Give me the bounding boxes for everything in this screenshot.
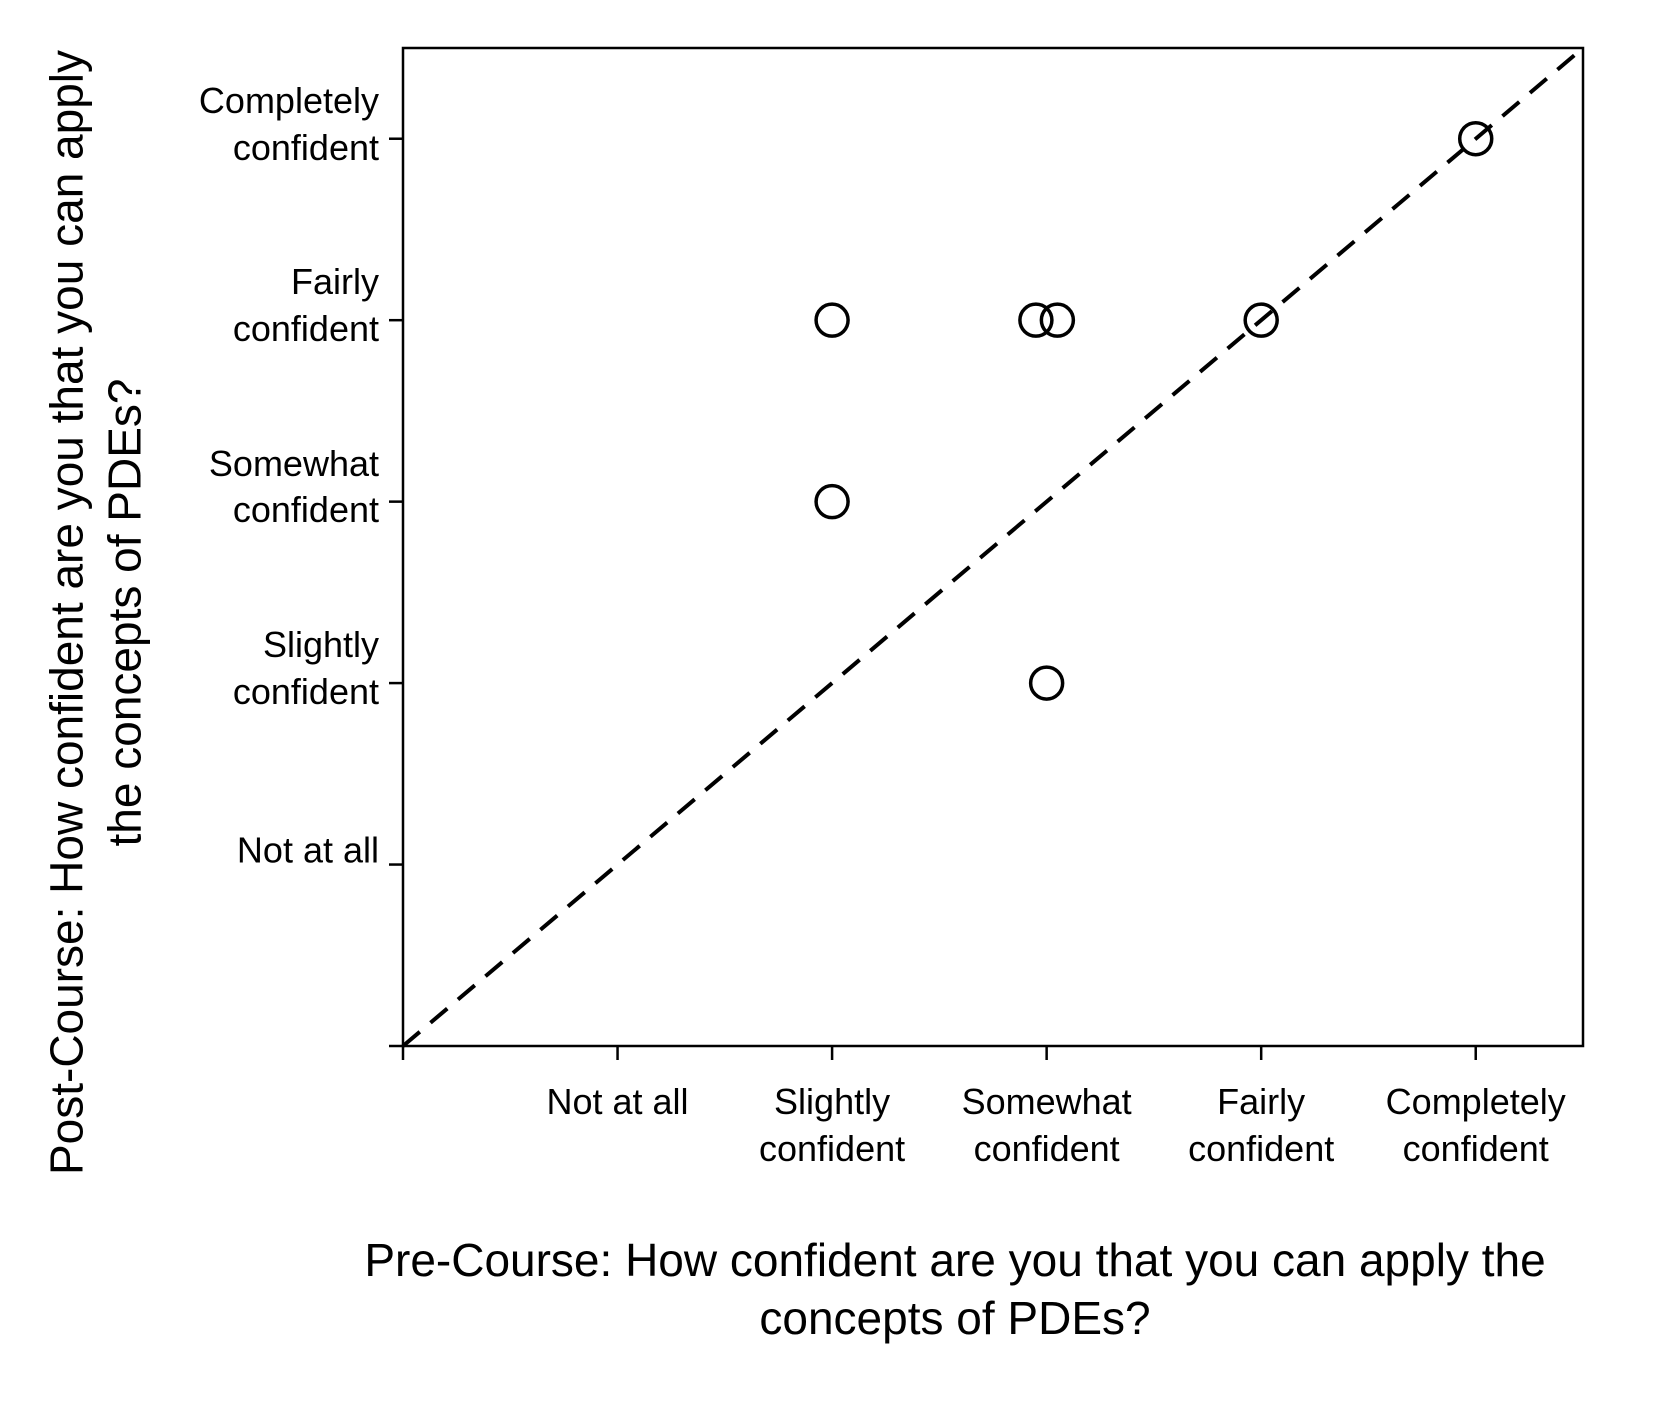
x-tick-label: Completely confident — [1385, 1081, 1566, 1169]
y-tick-label: Completely confident — [198, 79, 379, 168]
y-tick-label: Not at all — [236, 829, 379, 871]
point — [1039, 302, 1076, 338]
x-tick-label: Not at all — [546, 1081, 689, 1122]
reference-line — [401, 46, 1585, 1048]
x-tick-label: Slightly confident — [759, 1081, 906, 1169]
point — [814, 302, 850, 338]
plot-frame — [401, 46, 1585, 1048]
y-tick-label: Slightly confident — [232, 624, 379, 713]
point — [1457, 120, 1494, 157]
point — [1243, 302, 1279, 338]
y-axis-title: Post-Course: How confident are you that … — [40, 49, 151, 1176]
point — [1018, 302, 1054, 338]
y-tick-label: Somewhat confident — [208, 442, 379, 531]
y-tick-label: Fairly confident — [232, 261, 379, 350]
x-axis-title: Pre-Course: How confident are you that y… — [364, 1234, 1546, 1344]
point — [1028, 665, 1065, 701]
x-tick-label: Fairly confident — [1188, 1081, 1335, 1169]
x-tick-label: Somewhat confident — [961, 1081, 1132, 1169]
point — [814, 483, 850, 520]
